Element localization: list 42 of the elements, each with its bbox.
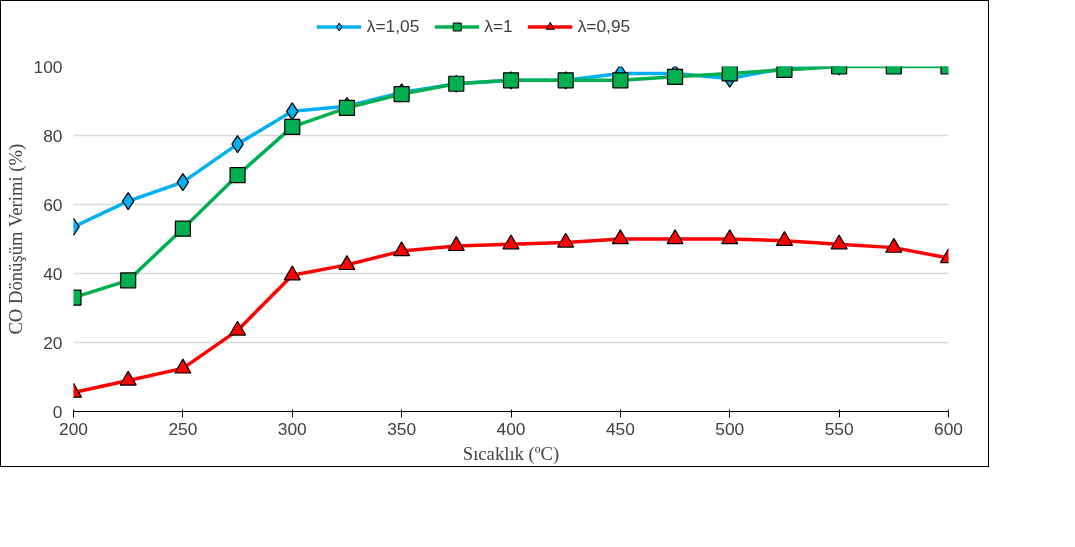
point bbox=[338, 255, 356, 271]
x-tick-label: 300 bbox=[277, 418, 307, 439]
y-tick-label: 20 bbox=[43, 332, 63, 353]
point bbox=[393, 241, 411, 257]
x-tick-label: 500 bbox=[715, 418, 745, 439]
point bbox=[885, 237, 903, 253]
x-tick-label: 400 bbox=[496, 418, 526, 439]
point bbox=[830, 234, 848, 250]
y-axis-title: CO Dönüşüm Verimi (%) bbox=[4, 143, 27, 335]
point bbox=[285, 102, 299, 121]
point bbox=[611, 229, 629, 245]
point bbox=[557, 232, 575, 248]
y-tick-label: 100 bbox=[33, 56, 63, 77]
point bbox=[612, 72, 629, 89]
point bbox=[666, 229, 684, 245]
point bbox=[174, 220, 191, 237]
y-tick-label: 80 bbox=[43, 125, 63, 146]
point bbox=[283, 265, 301, 281]
point bbox=[447, 236, 465, 252]
x-tick-label: 450 bbox=[605, 418, 635, 439]
x-tick-label: 350 bbox=[387, 418, 417, 439]
legend-label: λ=1,05 bbox=[366, 15, 420, 37]
point bbox=[502, 234, 520, 250]
point bbox=[775, 230, 794, 246]
x-tick-label: 250 bbox=[168, 418, 198, 439]
legend-label: λ=0,95 bbox=[577, 15, 631, 37]
point bbox=[284, 118, 301, 135]
legend-label: λ=1 bbox=[484, 15, 513, 37]
point bbox=[119, 370, 137, 386]
point bbox=[229, 167, 246, 184]
point bbox=[228, 320, 247, 336]
point bbox=[721, 229, 739, 245]
x-tick-label: 600 bbox=[934, 418, 963, 439]
point bbox=[721, 66, 738, 82]
y-tick-label: 40 bbox=[43, 263, 63, 284]
point bbox=[174, 358, 192, 374]
point bbox=[121, 191, 135, 211]
x-tick-label: 550 bbox=[824, 418, 854, 439]
point bbox=[120, 272, 137, 289]
point bbox=[176, 172, 190, 192]
x-axis-title: Sıcaklık (ºC) bbox=[462, 442, 560, 465]
y-tick-label: 60 bbox=[43, 194, 63, 215]
